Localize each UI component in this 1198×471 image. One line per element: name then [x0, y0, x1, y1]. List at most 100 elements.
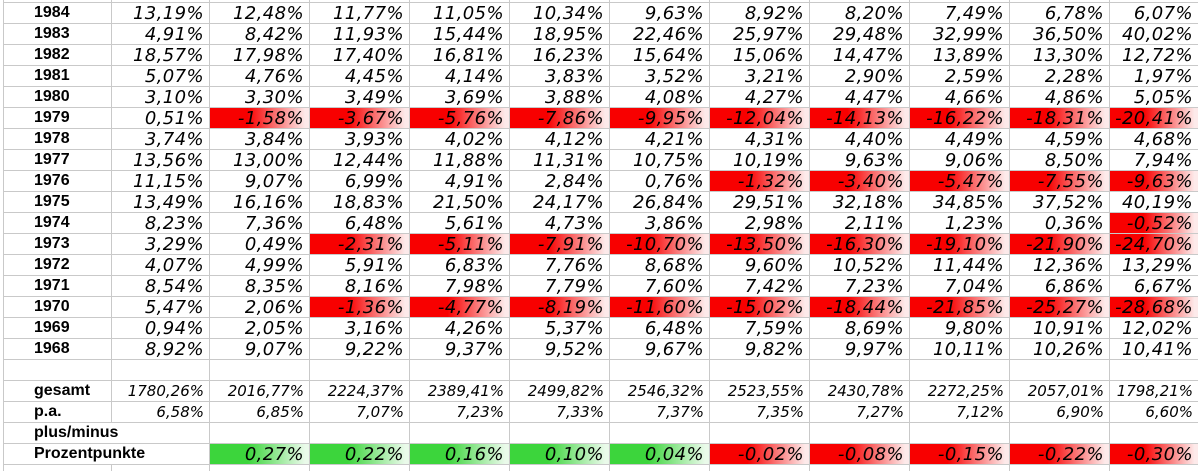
value-cell[interactable]: -15,02% [710, 297, 810, 318]
value-cell[interactable]: 10,91% [1010, 318, 1110, 339]
blank-cell[interactable] [3, 360, 112, 381]
value-cell[interactable]: 13,30% [1010, 45, 1110, 66]
value-cell[interactable]: 0,94% [112, 318, 210, 339]
value-cell[interactable]: 5,37% [510, 318, 610, 339]
blank-cell[interactable] [1010, 423, 1110, 444]
value-cell[interactable]: 2,59% [910, 66, 1010, 87]
year-cell[interactable]: 1976 [3, 171, 112, 192]
value-cell[interactable]: 2,06% [210, 297, 310, 318]
summary-value-cell[interactable]: 7,37% [610, 402, 710, 423]
value-cell[interactable]: 2,11% [810, 213, 910, 234]
value-cell[interactable]: 9,80% [910, 318, 1010, 339]
value-cell[interactable]: -20,41% [1110, 108, 1198, 129]
value-cell[interactable]: 12,72% [1110, 45, 1198, 66]
value-cell[interactable]: 7,98% [410, 276, 510, 297]
delta-value-cell[interactable] [112, 444, 210, 465]
value-cell[interactable]: 4,86% [1010, 87, 1110, 108]
blank-cell[interactable] [310, 360, 410, 381]
summary-value-cell[interactable]: 2224,37% [310, 381, 410, 402]
value-cell[interactable]: 11,15% [112, 171, 210, 192]
value-cell[interactable]: 7,94% [1110, 150, 1198, 171]
delta-value-cell[interactable]: 0,16% [410, 444, 510, 465]
value-cell[interactable]: 9,63% [610, 3, 710, 24]
value-cell[interactable]: 3,88% [510, 87, 610, 108]
value-cell[interactable]: 13,49% [112, 192, 210, 213]
value-cell[interactable]: 9,67% [610, 339, 710, 360]
value-cell[interactable]: -7,86% [510, 108, 610, 129]
year-cell[interactable]: 1968 [3, 339, 112, 360]
value-cell[interactable]: 4,59% [1010, 129, 1110, 150]
blank-cell[interactable] [510, 423, 610, 444]
value-cell[interactable]: -1,58% [210, 108, 310, 129]
delta-value-cell[interactable]: -0,30% [1110, 444, 1198, 465]
value-cell[interactable]: 4,40% [810, 129, 910, 150]
value-cell[interactable]: 11,88% [410, 150, 510, 171]
value-cell[interactable]: 4,73% [510, 213, 610, 234]
value-cell[interactable]: 15,06% [710, 45, 810, 66]
value-cell[interactable]: 9,22% [310, 339, 410, 360]
blank-cell[interactable] [610, 423, 710, 444]
summary-value-cell[interactable]: 6,58% [112, 402, 210, 423]
value-cell[interactable]: 9,37% [410, 339, 510, 360]
value-cell[interactable]: -24,70% [1110, 234, 1198, 255]
value-cell[interactable]: 29,51% [710, 192, 810, 213]
value-cell[interactable]: 10,34% [510, 3, 610, 24]
delta-value-cell[interactable]: -0,22% [1010, 444, 1110, 465]
value-cell[interactable]: 2,90% [810, 66, 910, 87]
value-cell[interactable]: 0,49% [210, 234, 310, 255]
value-cell[interactable]: 8,16% [310, 276, 410, 297]
value-cell[interactable]: 5,47% [112, 297, 210, 318]
value-cell[interactable]: 2,28% [1010, 66, 1110, 87]
blank-cell[interactable] [112, 360, 210, 381]
value-cell[interactable]: -12,04% [710, 108, 810, 129]
value-cell[interactable]: 6,07% [1110, 3, 1198, 24]
value-cell[interactable]: 4,68% [1110, 129, 1198, 150]
value-cell[interactable]: 7,36% [210, 213, 310, 234]
delta-value-cell[interactable]: -0,15% [910, 444, 1010, 465]
value-cell[interactable]: 25,97% [710, 24, 810, 45]
value-cell[interactable]: 11,05% [410, 3, 510, 24]
delta-value-cell[interactable]: 0,04% [610, 444, 710, 465]
value-cell[interactable]: 4,12% [510, 129, 610, 150]
value-cell[interactable]: 8,92% [112, 339, 210, 360]
value-cell[interactable]: -7,91% [510, 234, 610, 255]
value-cell[interactable]: 11,77% [310, 3, 410, 24]
value-cell[interactable]: 12,02% [1110, 318, 1198, 339]
summary-value-cell[interactable]: 2057,01% [1010, 381, 1110, 402]
value-cell[interactable]: 8,92% [710, 3, 810, 24]
summary-label[interactable]: gesamt [3, 381, 112, 402]
value-cell[interactable]: 2,98% [710, 213, 810, 234]
year-cell[interactable]: 1971 [3, 276, 112, 297]
value-cell[interactable]: -18,44% [810, 297, 910, 318]
value-cell[interactable]: 6,48% [310, 213, 410, 234]
value-cell[interactable]: -28,68% [1110, 297, 1198, 318]
value-cell[interactable]: -21,85% [910, 297, 1010, 318]
value-cell[interactable]: 0,36% [1010, 213, 1110, 234]
value-cell[interactable]: 5,91% [310, 255, 410, 276]
value-cell[interactable]: 4,45% [310, 66, 410, 87]
value-cell[interactable]: 10,26% [1010, 339, 1110, 360]
value-cell[interactable]: 17,98% [210, 45, 310, 66]
delta-value-cell[interactable]: 0,22% [310, 444, 410, 465]
year-cell[interactable]: 1982 [3, 45, 112, 66]
value-cell[interactable]: 40,19% [1110, 192, 1198, 213]
value-cell[interactable]: 6,48% [610, 318, 710, 339]
value-cell[interactable]: 9,07% [210, 171, 310, 192]
value-cell[interactable]: 7,23% [810, 276, 910, 297]
value-cell[interactable]: 6,83% [410, 255, 510, 276]
summary-value-cell[interactable]: 2523,55% [710, 381, 810, 402]
blank-cell[interactable] [910, 360, 1010, 381]
year-cell[interactable]: 1973 [3, 234, 112, 255]
value-cell[interactable]: 15,64% [610, 45, 710, 66]
blank-cell[interactable] [410, 423, 510, 444]
value-cell[interactable]: -18,31% [1010, 108, 1110, 129]
summary-value-cell[interactable]: 6,90% [1010, 402, 1110, 423]
summary-value-cell[interactable]: 2546,32% [610, 381, 710, 402]
blank-cell[interactable] [510, 360, 610, 381]
year-cell[interactable]: 1977 [3, 150, 112, 171]
value-cell[interactable]: -5,11% [410, 234, 510, 255]
value-cell[interactable]: 13,19% [112, 3, 210, 24]
value-cell[interactable]: -4,77% [410, 297, 510, 318]
value-cell[interactable]: 13,56% [112, 150, 210, 171]
prozentpunkte-label[interactable]: Prozentpunkte [3, 444, 145, 465]
